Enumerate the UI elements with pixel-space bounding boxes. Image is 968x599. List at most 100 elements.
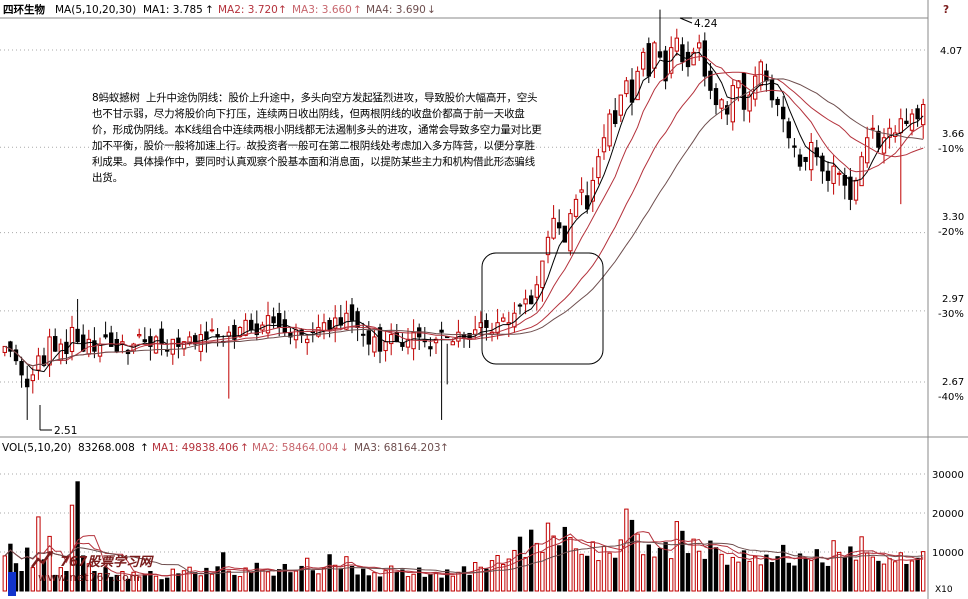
candle-body <box>383 341 388 352</box>
volume-bar <box>814 549 819 592</box>
volume-bar <box>389 565 394 592</box>
site-watermark[interactable]: 767股票学习网 www.net767.com <box>30 549 168 589</box>
volume-bar <box>769 562 775 592</box>
volume-bar <box>708 540 713 592</box>
moving-average-lines <box>4 51 924 373</box>
ma1-legend: MA1: 3.785 <box>143 4 203 16</box>
pattern-annotation-text: 8蚂蚁撼树 上升中途伪阴线：股价上升途中，多头向空方发起猛烈进攻，导致股价大幅高… <box>92 92 542 184</box>
candle-body <box>663 50 668 82</box>
volume-bar <box>305 557 310 592</box>
candle-body <box>109 332 114 347</box>
volume-bar <box>663 542 668 592</box>
volume-bar <box>489 560 495 592</box>
volume-bar <box>193 572 198 592</box>
volume-bar <box>764 554 769 592</box>
ma1-arrow-icon: ↑ <box>205 4 214 16</box>
volume-bar <box>702 558 707 592</box>
volume-bar <box>92 571 97 592</box>
vol-ma1-legend: MA1: 49838.406 <box>152 442 239 454</box>
candle-body <box>629 79 635 103</box>
volume-bar <box>551 535 556 592</box>
candle-body <box>557 222 562 229</box>
volume-bar <box>125 578 131 592</box>
candle-body <box>153 336 159 354</box>
volume-bar <box>898 552 903 592</box>
volume-bar <box>601 546 607 592</box>
candle-body <box>327 319 332 331</box>
ma2-arrow-icon: ↑ <box>278 4 287 16</box>
candle-body <box>837 172 842 175</box>
volume-bar <box>562 526 567 592</box>
ma30-line <box>4 78 924 367</box>
candle-body <box>797 154 803 167</box>
candle-body <box>501 317 506 322</box>
volume-bar <box>590 541 595 592</box>
ma20-line <box>4 71 924 367</box>
candle-body <box>803 156 808 162</box>
volume-bar <box>120 571 125 592</box>
volume-bar <box>405 576 411 592</box>
volume-bar <box>97 572 103 592</box>
candle-body <box>898 118 903 134</box>
volume-bar <box>383 570 388 592</box>
chart-logo-icon <box>31 551 53 568</box>
stock-name: 四环生物 <box>3 3 45 16</box>
candle-body <box>450 341 455 346</box>
volume-bar <box>19 571 24 592</box>
volume-bar <box>529 529 534 592</box>
volume-tick: 10000 <box>932 548 964 559</box>
volume-bar <box>909 560 915 592</box>
price-gridlines <box>0 49 928 383</box>
candle-body <box>909 113 915 131</box>
volume-bar <box>557 545 562 592</box>
candle-body <box>142 339 147 343</box>
candle-body <box>674 37 679 52</box>
candle-body <box>870 127 875 130</box>
volume-bar <box>741 550 747 592</box>
volume-bar <box>333 564 338 592</box>
question-icon[interactable]: ? <box>943 4 949 16</box>
ma2-legend: MA2: 3.720 <box>218 4 278 16</box>
percent-tick: -20% <box>938 227 964 238</box>
volume-bar <box>613 557 618 592</box>
vol-ma2-legend: MA2: 58464.004 <box>252 442 339 454</box>
volume-bar <box>237 576 243 592</box>
volume-bar <box>433 572 439 592</box>
volume-bar <box>417 567 422 592</box>
ma4-legend: MA4: 3.690 <box>366 4 426 16</box>
candle-body <box>523 298 528 305</box>
vol-ma1-arrow-icon: ↑ <box>240 442 249 454</box>
volume-bar <box>338 568 343 592</box>
volume-bar <box>775 556 780 592</box>
volume-bar <box>64 571 69 592</box>
volume-bar <box>181 570 187 592</box>
volume-bar <box>310 570 315 592</box>
volume-bar <box>573 548 579 592</box>
candle-body <box>921 104 926 126</box>
volume-bar <box>652 556 657 592</box>
candle-body <box>137 334 142 337</box>
ma4-arrow-icon: ↓ <box>427 4 436 16</box>
candle-body <box>646 43 651 77</box>
volume-bar <box>226 570 231 592</box>
volume-bar <box>685 553 691 592</box>
scroll-indicator[interactable] <box>8 572 16 596</box>
volume-bar <box>400 569 405 592</box>
candle-body <box>36 355 41 371</box>
candle-body <box>781 106 786 120</box>
volume-bar <box>103 567 108 592</box>
price-axis: 4.07 3.66 -10% 3.30 -20% 2.97 -30% 2.67 … <box>938 46 964 403</box>
volume-bar <box>271 575 276 592</box>
volume-bar <box>198 575 203 592</box>
candle-body <box>904 120 909 125</box>
volume-bar <box>428 574 433 592</box>
volume-bar <box>377 576 383 592</box>
volume-bar <box>736 561 741 592</box>
volume-bar <box>288 572 293 592</box>
volume-bar <box>781 544 786 592</box>
candle-body <box>876 130 881 148</box>
volume-bar <box>473 562 478 592</box>
zoom-level: X10 <box>935 585 953 595</box>
candle-body <box>517 304 523 307</box>
